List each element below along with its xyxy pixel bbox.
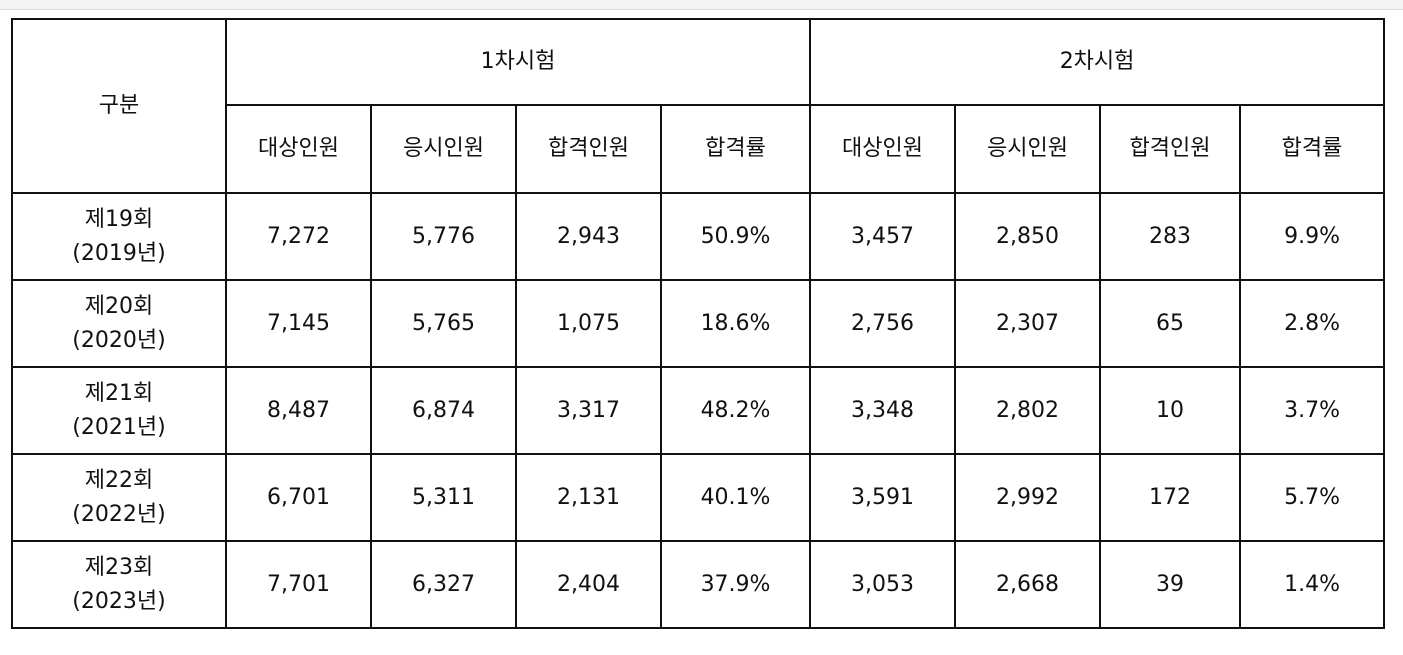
cell-passed-second: 65 <box>1099 279 1242 368</box>
round-cell: 제22회 (2022년) <box>11 453 227 542</box>
cell-passed-second: 10 <box>1099 366 1242 455</box>
subheader-row: 대상인원 응시인원 합격인원 합격률 대상인원 응시인원 합격인원 합격률 <box>12 104 1386 194</box>
cell-target-second: 3,457 <box>809 192 957 281</box>
cell-target-second: 3,348 <box>809 366 957 455</box>
group-header-second-exam: 2차시험 <box>809 18 1386 106</box>
cell-passed-second: 39 <box>1099 540 1242 629</box>
round-label: 제21회 <box>84 380 154 406</box>
cell-pass-rate-first: 50.9% <box>659 192 812 281</box>
top-bar <box>0 0 1403 10</box>
cell-passed-first: 2,943 <box>515 192 662 281</box>
cell-pass-rate-first: 37.9% <box>659 540 812 629</box>
table-row: 제19회 (2019년) 7,272 5,776 2,943 50.9% 3,4… <box>11 192 1386 281</box>
round-label: 제19회 <box>84 206 154 232</box>
round-label: 제20회 <box>84 293 154 319</box>
group-header-row: 구분 1차시험 2차시험 <box>11 18 1386 194</box>
cell-pass-rate-first: 18.6% <box>659 279 812 368</box>
col-header-passed-second: 합격인원 <box>1099 104 1242 194</box>
cell-pass-rate-second: 1.4% <box>1239 540 1386 629</box>
cell-target-second: 2,756 <box>809 279 957 368</box>
cell-target-first: 6,701 <box>225 453 372 542</box>
cell-target-second: 3,053 <box>809 540 957 629</box>
col-header-passed-first: 합격인원 <box>515 104 662 194</box>
col-header-pass-rate-first: 합격률 <box>659 104 812 194</box>
round-label: 제23회 <box>84 554 154 580</box>
round-year: (2021년) <box>72 414 166 440</box>
cell-applicants-first: 5,765 <box>370 279 517 368</box>
cell-passed-second: 283 <box>1099 192 1242 281</box>
col-header-applicants-second: 응시인원 <box>954 104 1102 194</box>
cell-target-first: 8,487 <box>225 366 372 455</box>
table-row: 제23회 (2023년) 7,701 6,327 2,404 37.9% 3,0… <box>11 540 1386 629</box>
round-year: (2023년) <box>72 588 166 614</box>
cell-applicants-first: 6,874 <box>370 366 517 455</box>
table-row: 제20회 (2020년) 7,145 5,765 1,075 18.6% 2,7… <box>11 279 1386 368</box>
cell-applicants-first: 5,311 <box>370 453 517 542</box>
col-header-target-second: 대상인원 <box>809 104 957 194</box>
cell-applicants-first: 5,776 <box>370 192 517 281</box>
table-row: 제21회 (2021년) 8,487 6,874 3,317 48.2% 3,3… <box>11 366 1386 455</box>
exam-results-table: 구분 1차시험 2차시험 대상인원 응시인원 합격인원 합격률 대상인원 응시인… <box>11 18 1386 629</box>
cell-pass-rate-second: 5.7% <box>1239 453 1386 542</box>
col-header-target-first: 대상인원 <box>225 104 372 194</box>
cell-applicants-second: 2,802 <box>954 366 1102 455</box>
cell-pass-rate-second: 2.8% <box>1239 279 1386 368</box>
cell-applicants-first: 6,327 <box>370 540 517 629</box>
cell-target-second: 3,591 <box>809 453 957 542</box>
round-cell: 제21회 (2021년) <box>11 366 227 455</box>
corner-header: 구분 <box>11 18 227 194</box>
cell-pass-rate-first: 48.2% <box>659 366 812 455</box>
round-cell: 제23회 (2023년) <box>11 540 227 629</box>
cell-pass-rate-first: 40.1% <box>659 453 812 542</box>
cell-pass-rate-second: 3.7% <box>1239 366 1386 455</box>
round-year: (2022년) <box>72 501 166 527</box>
cell-target-first: 7,145 <box>225 279 372 368</box>
round-cell: 제19회 (2019년) <box>11 192 227 281</box>
cell-applicants-second: 2,992 <box>954 453 1102 542</box>
round-label: 제22회 <box>84 467 154 493</box>
cell-applicants-second: 2,668 <box>954 540 1102 629</box>
cell-applicants-second: 2,307 <box>954 279 1102 368</box>
cell-applicants-second: 2,850 <box>954 192 1102 281</box>
table-row: 제22회 (2022년) 6,701 5,311 2,131 40.1% 3,5… <box>11 453 1386 542</box>
round-cell: 제20회 (2020년) <box>11 279 227 368</box>
round-year: (2019년) <box>72 240 166 266</box>
cell-target-first: 7,272 <box>225 192 372 281</box>
col-header-pass-rate-second: 합격률 <box>1239 104 1386 194</box>
group-header-first-exam: 1차시험 <box>224 18 812 106</box>
cell-passed-first: 1,075 <box>515 279 662 368</box>
col-header-applicants-first: 응시인원 <box>370 104 517 194</box>
cell-passed-second: 172 <box>1099 453 1242 542</box>
cell-passed-first: 2,131 <box>515 453 662 542</box>
cell-passed-first: 3,317 <box>515 366 662 455</box>
cell-pass-rate-second: 9.9% <box>1239 192 1386 281</box>
cell-target-first: 7,701 <box>225 540 372 629</box>
round-year: (2020년) <box>72 327 166 353</box>
cell-passed-first: 2,404 <box>515 540 662 629</box>
